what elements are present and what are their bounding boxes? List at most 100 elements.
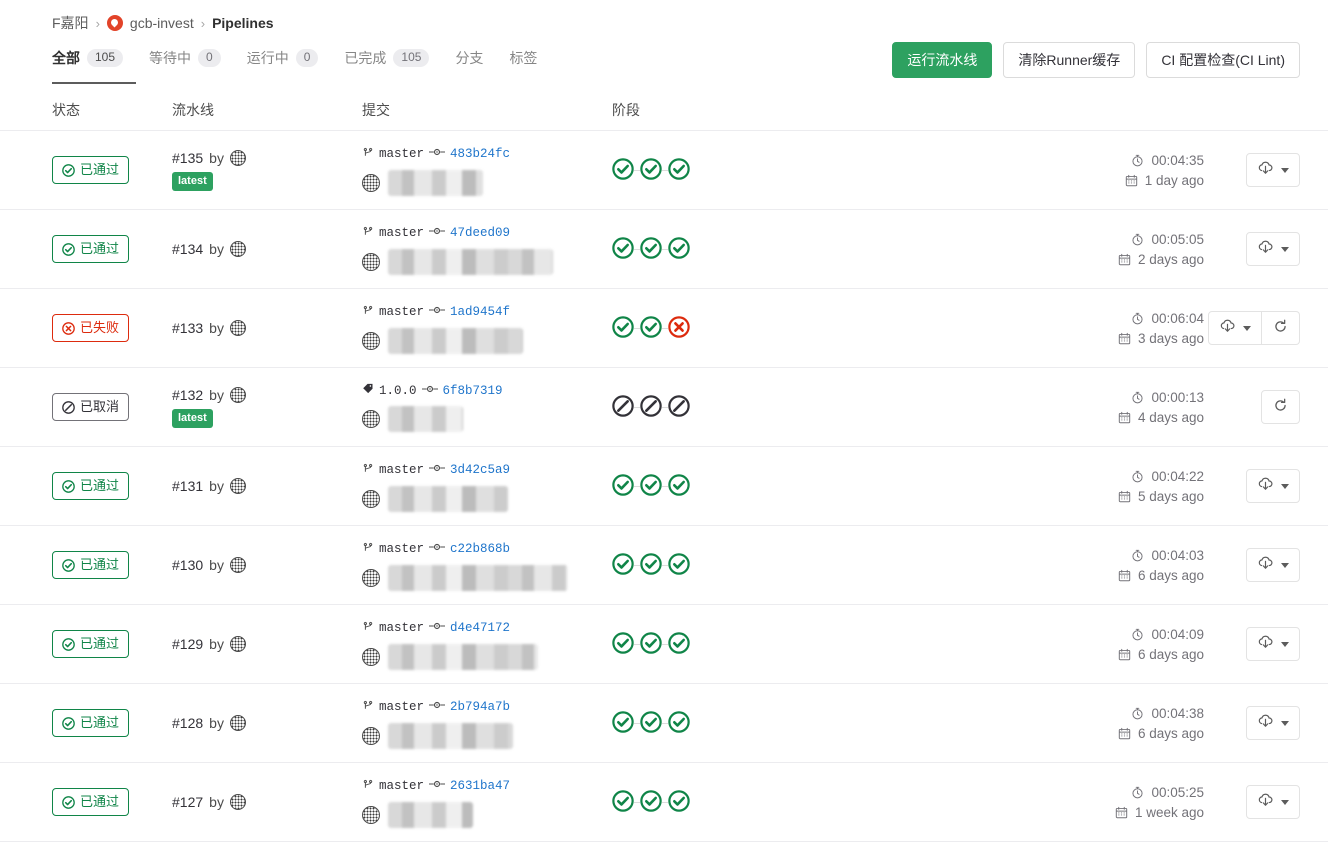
breadcrumb-group[interactable]: F嘉阳: [52, 15, 89, 31]
commit-author-avatar[interactable]: [362, 173, 380, 192]
stage-icon-passed[interactable]: [640, 157, 662, 183]
stage-icon-passed[interactable]: [612, 315, 634, 341]
user-avatar[interactable]: [229, 715, 246, 731]
commit-sha-link[interactable]: 2b794a7b: [450, 699, 511, 714]
tab-6[interactable]: 标签: [496, 36, 550, 84]
table-row[interactable]: 已取消 #132 by latest 1.0.0 6f8b7319 00:00:13 4 da…: [0, 368, 1328, 447]
table-row[interactable]: 已通过 #135 by latest master 483b24fc 00:04:35 1 d…: [0, 131, 1328, 210]
stage-icon-passed[interactable]: [640, 710, 662, 736]
stage-icon-failed[interactable]: [668, 315, 690, 341]
commit-author-avatar[interactable]: [362, 726, 380, 745]
clear-runner-cache-button[interactable]: 清除Runner缓存: [1003, 42, 1136, 78]
user-avatar[interactable]: [229, 478, 246, 494]
commit-sha-link[interactable]: c22b868b: [450, 541, 511, 556]
ci-lint-button[interactable]: CI 配置检查(CI Lint): [1146, 42, 1300, 78]
table-row[interactable]: 已失败 #133 by master 1ad9454f 00:06:04 3 days ag…: [0, 289, 1328, 368]
commit-sha-link[interactable]: 1ad9454f: [450, 304, 511, 319]
commit-author-avatar[interactable]: [362, 805, 380, 824]
pipeline-id-link[interactable]: #132: [172, 386, 204, 403]
status-badge[interactable]: 已通过: [52, 156, 130, 184]
table-row[interactable]: 已通过 #130 by master c22b868b 00:04:03 6 days ag…: [0, 526, 1328, 605]
commit-sha-link[interactable]: 2631ba47: [450, 778, 511, 793]
commit-ref-link[interactable]: master: [379, 620, 425, 635]
download-artifacts-button[interactable]: [1246, 627, 1300, 661]
stage-icon-passed[interactable]: [668, 473, 690, 499]
download-artifacts-button[interactable]: [1208, 311, 1262, 345]
stage-icon-passed[interactable]: [640, 552, 662, 578]
pipeline-id-link[interactable]: #133: [172, 320, 204, 336]
table-row[interactable]: 已通过 #128 by master 2b794a7b 00:04:38 6 days ag…: [0, 684, 1328, 763]
commit-ref-link[interactable]: master: [379, 462, 425, 477]
stage-icon-passed[interactable]: [668, 236, 690, 262]
stage-icon-passed[interactable]: [640, 631, 662, 657]
stage-icon-passed[interactable]: [612, 631, 634, 657]
download-artifacts-button[interactable]: [1246, 469, 1300, 503]
commit-ref-link[interactable]: master: [379, 778, 425, 793]
commit-author-avatar[interactable]: [362, 331, 380, 350]
table-row[interactable]: 已通过 #131 by master 3d42c5a9 00:04:22 5 days ag…: [0, 447, 1328, 526]
status-badge[interactable]: 已通过: [52, 709, 130, 737]
pipeline-id-link[interactable]: #128: [172, 715, 204, 731]
status-badge[interactable]: 已通过: [52, 235, 130, 263]
commit-sha-link[interactable]: 483b24fc: [450, 146, 511, 161]
pipeline-id-link[interactable]: #135: [172, 149, 204, 166]
commit-author-avatar[interactable]: [362, 568, 380, 587]
download-artifacts-button[interactable]: [1246, 548, 1300, 582]
tab-3[interactable]: 运行中 0: [234, 36, 332, 84]
stage-icon-passed[interactable]: [668, 157, 690, 183]
commit-sha-link[interactable]: 47deed09: [450, 225, 511, 240]
stage-icon-canceled[interactable]: [640, 394, 662, 420]
user-avatar[interactable]: [229, 320, 246, 336]
status-badge[interactable]: 已通过: [52, 788, 130, 816]
status-badge[interactable]: 已通过: [52, 630, 130, 658]
commit-ref-link[interactable]: master: [379, 225, 425, 240]
pipeline-id-link[interactable]: #131: [172, 478, 204, 494]
table-row[interactable]: 已通过 #129 by master d4e47172 00:04:09 6 days ag…: [0, 605, 1328, 684]
stage-icon-passed[interactable]: [612, 236, 634, 262]
stage-icon-passed[interactable]: [640, 473, 662, 499]
stage-icon-passed[interactable]: [640, 236, 662, 262]
download-artifacts-button[interactable]: [1246, 785, 1300, 819]
user-avatar[interactable]: [229, 386, 246, 403]
stage-icon-passed[interactable]: [640, 789, 662, 815]
stage-icon-passed[interactable]: [612, 552, 634, 578]
user-avatar[interactable]: [229, 636, 246, 652]
commit-sha-link[interactable]: 6f8b7319: [442, 383, 503, 398]
download-artifacts-button[interactable]: [1246, 232, 1300, 266]
user-avatar[interactable]: [229, 241, 246, 257]
stage-icon-passed[interactable]: [668, 710, 690, 736]
stage-icon-passed[interactable]: [612, 789, 634, 815]
download-artifacts-button[interactable]: [1246, 153, 1300, 187]
pipeline-id-link[interactable]: #134: [172, 241, 204, 257]
commit-author-avatar[interactable]: [362, 410, 380, 428]
retry-pipeline-button[interactable]: [1261, 390, 1300, 424]
stage-icon-passed[interactable]: [640, 315, 662, 341]
commit-author-avatar[interactable]: [362, 489, 380, 508]
commit-author-avatar[interactable]: [362, 647, 380, 666]
stage-icon-passed[interactable]: [668, 631, 690, 657]
tab-1[interactable]: 全部 105: [52, 36, 137, 84]
status-badge[interactable]: 已通过: [52, 472, 130, 500]
commit-ref-link[interactable]: master: [379, 304, 425, 319]
download-artifacts-button[interactable]: [1246, 706, 1300, 740]
stage-icon-passed[interactable]: [612, 157, 634, 183]
pipeline-id-link[interactable]: #129: [172, 636, 204, 652]
tab-2[interactable]: 等待中 0: [136, 36, 234, 84]
commit-ref-link[interactable]: master: [379, 699, 425, 714]
user-avatar[interactable]: [229, 557, 246, 573]
commit-ref-link[interactable]: master: [379, 146, 425, 161]
run-pipeline-button[interactable]: 运行流水线: [892, 42, 993, 78]
table-row[interactable]: 已通过 #127 by master 2631ba47 00:05:25 1 week ag…: [0, 763, 1328, 842]
commit-sha-link[interactable]: d4e47172: [450, 620, 511, 635]
breadcrumb-project[interactable]: gcb-invest: [129, 15, 194, 31]
retry-pipeline-button[interactable]: [1262, 311, 1300, 345]
stage-icon-canceled[interactable]: [612, 394, 634, 420]
stage-icon-passed[interactable]: [668, 552, 690, 578]
stage-icon-canceled[interactable]: [668, 394, 690, 420]
user-avatar[interactable]: [229, 794, 246, 810]
commit-ref-link[interactable]: 1.0.0: [379, 383, 417, 398]
commit-author-avatar[interactable]: [362, 252, 380, 271]
tab-5[interactable]: 分支: [442, 36, 496, 84]
stage-icon-passed[interactable]: [668, 789, 690, 815]
user-avatar[interactable]: [229, 149, 246, 166]
